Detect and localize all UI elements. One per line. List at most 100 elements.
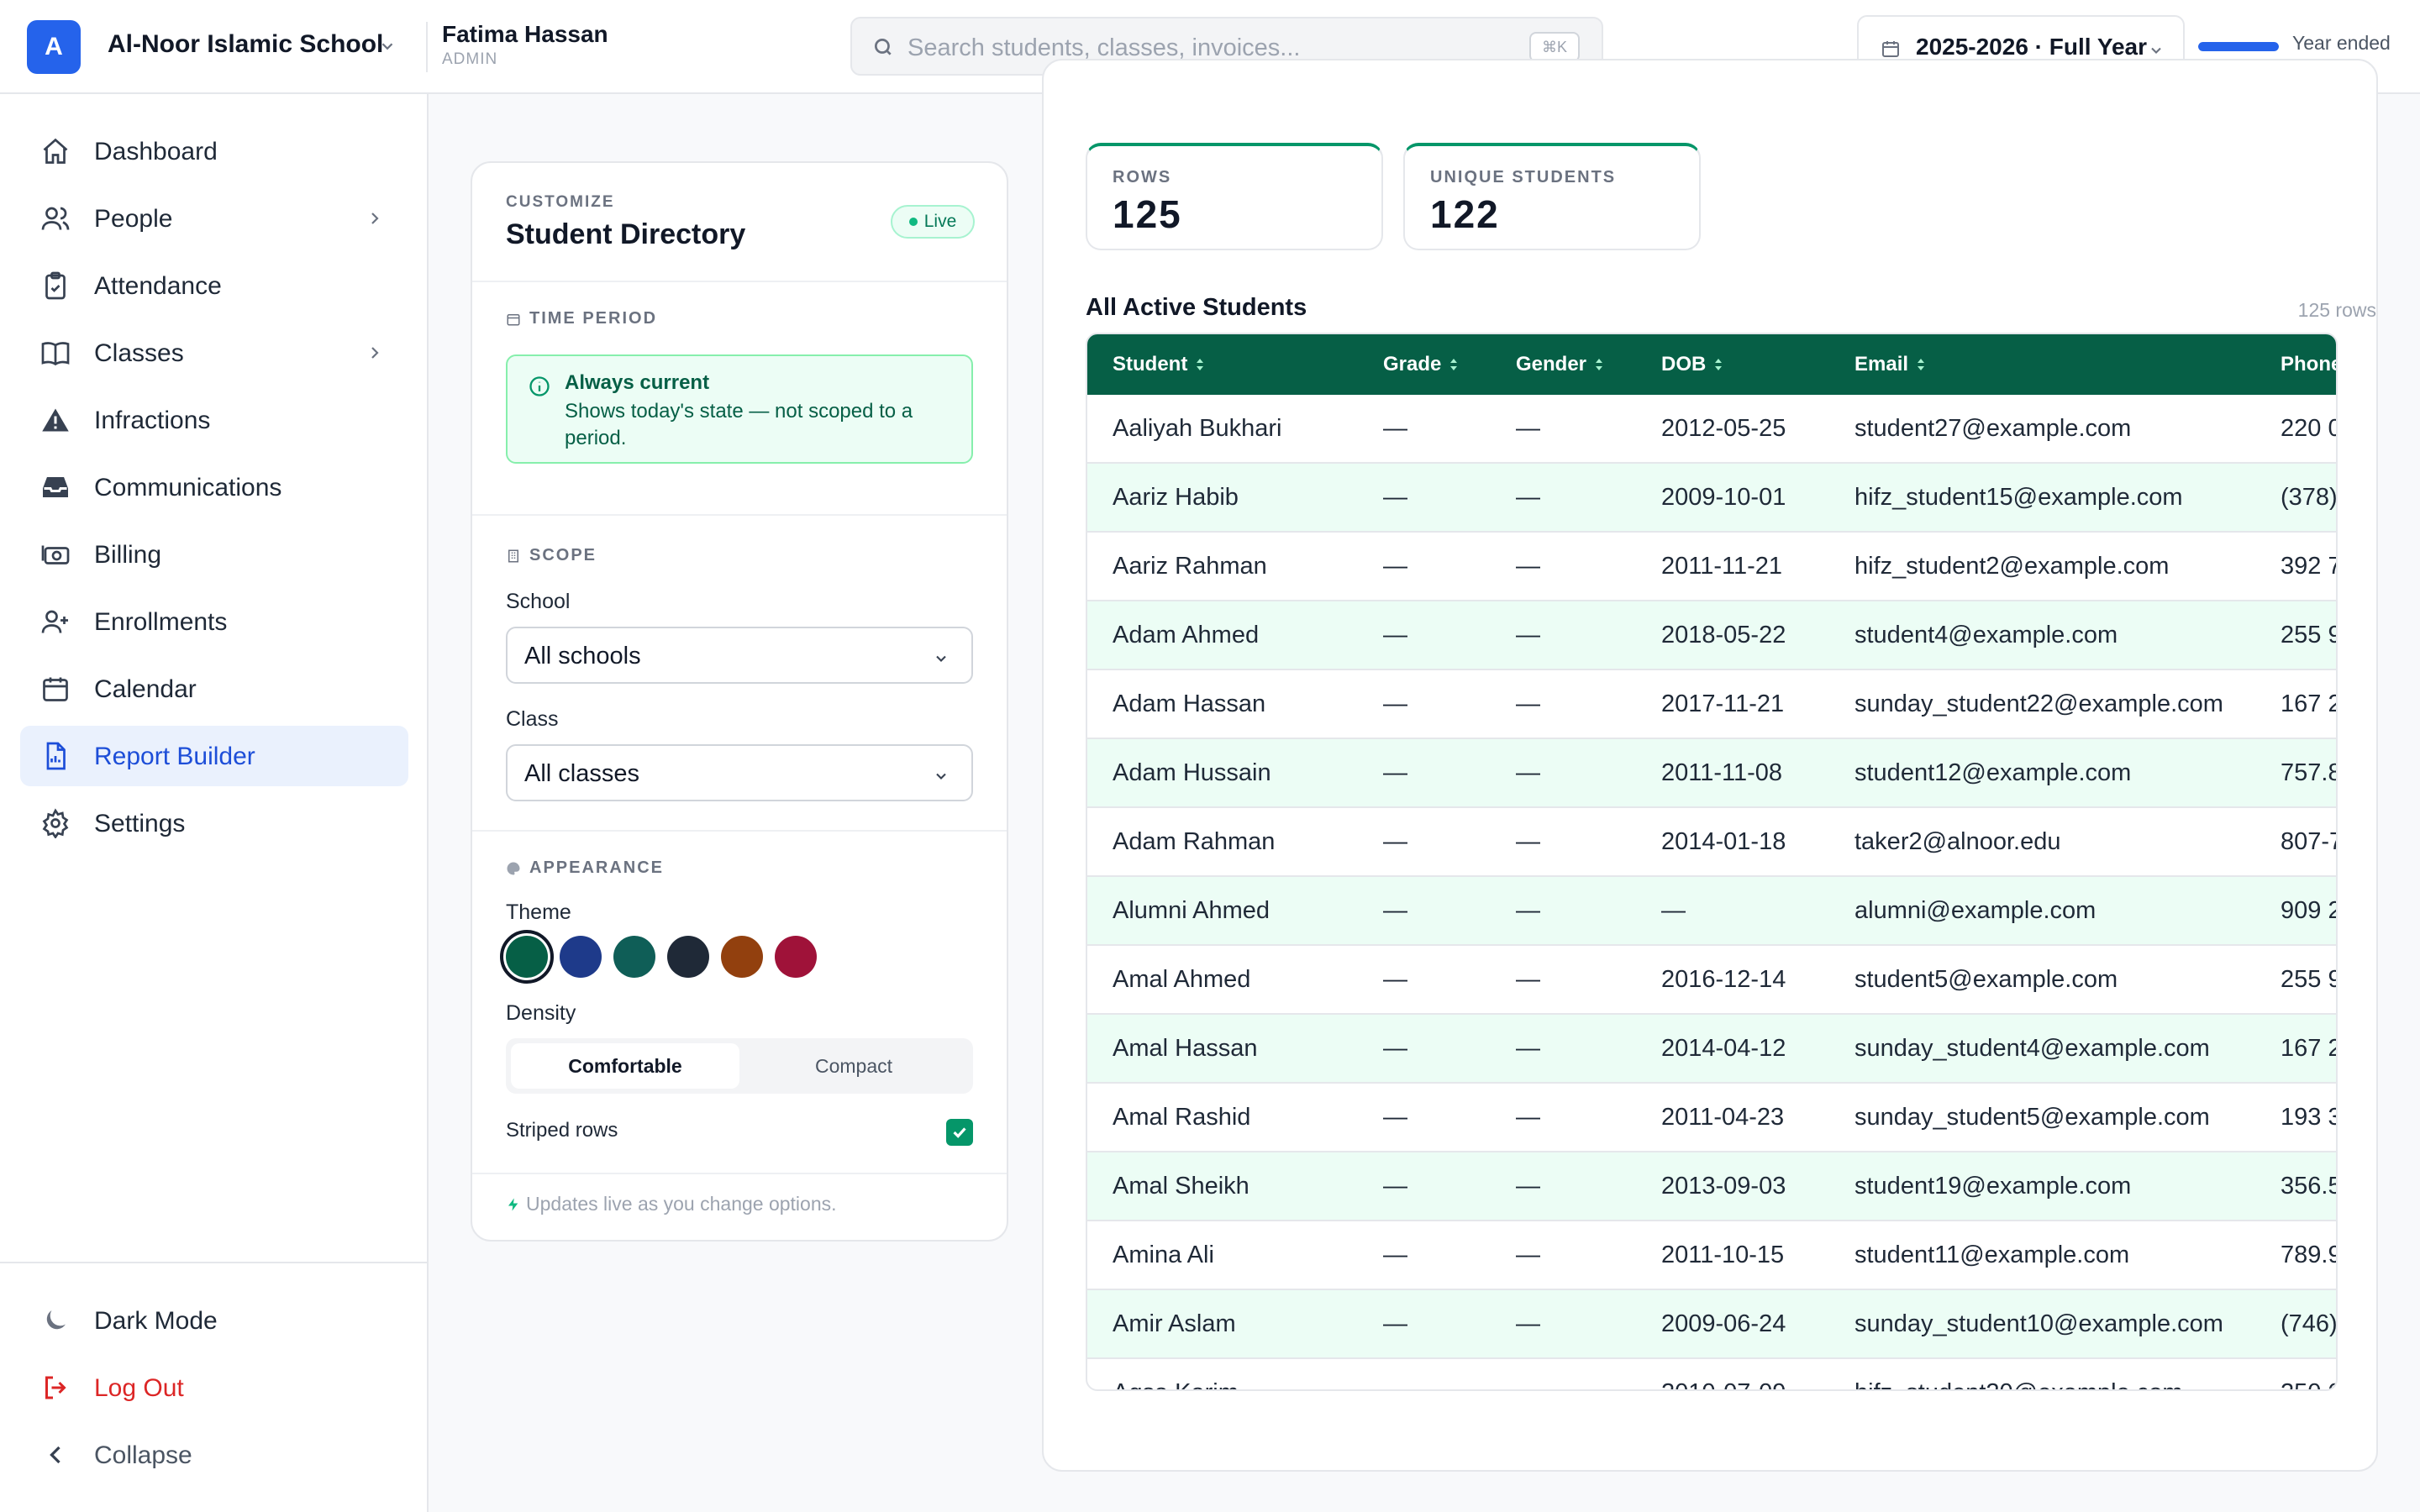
theme-swatch[interactable] (613, 936, 655, 978)
sidebar-item-classes[interactable]: Classes (20, 323, 408, 383)
column-header-label: Phone (2281, 353, 2338, 375)
table-cell: (378) (2281, 484, 2338, 511)
sidebar-item-dashboard[interactable]: Dashboard (20, 121, 408, 181)
table-cell: — (1516, 1173, 1540, 1200)
class-select-value: All classes (524, 760, 639, 787)
table-cell: 220 0 (2281, 415, 2338, 442)
divider (0, 1262, 429, 1263)
section-label: SCOPE (529, 546, 597, 564)
sidebar-item-billing[interactable]: Billing (20, 524, 408, 585)
inbox-icon (43, 477, 68, 497)
striped-rows-checkbox[interactable] (946, 1119, 973, 1146)
scope-heading: SCOPE (506, 546, 597, 565)
theme-swatch[interactable] (500, 930, 554, 984)
calendar-icon (43, 677, 68, 701)
table-row[interactable]: Amal Sheikh — — 2013-09-03 student19@example… (1087, 1152, 2338, 1221)
sidebar-item-calendar[interactable]: Calendar (20, 659, 408, 719)
year-progress-fill (2198, 42, 2279, 51)
students-table[interactable]: Student Grade Gender DOB Email Phone Aaliyah … (1086, 333, 2338, 1391)
book-icon (41, 342, 70, 366)
table-cell: 2011-04-23 (1661, 1104, 1785, 1131)
table-cell: student12@example.com (1854, 759, 2132, 786)
table-cell: 757.8 (2281, 759, 2338, 786)
customize-panel: CUSTOMIZE Student Directory Live TIME PE… (471, 161, 1008, 1242)
rows-stat-value: 125 (1113, 192, 1182, 236)
table-row-count: 125 rows (2297, 299, 2376, 321)
school-logo[interactable]: A (27, 20, 81, 74)
table-row[interactable]: Aaliyah Bukhari — — 2012-05-25 student27@exa… (1087, 395, 2338, 464)
table-row[interactable]: Aariz Habib — — 2009-10-01 hifz_student15@ex… (1087, 464, 2338, 533)
table-cell: hifz_student2@example.com (1854, 553, 2170, 580)
table-row[interactable]: Adam Hassan — — 2017-11-21 sunday_student22@… (1087, 670, 2338, 739)
sort-icon (1715, 359, 1723, 370)
sidebar-item-settings[interactable]: Settings (20, 793, 408, 853)
table-cell: — (1383, 1242, 1407, 1268)
school-select[interactable]: All schools (506, 627, 973, 684)
table-cell: — (1383, 1310, 1407, 1337)
table-cell: Adam Hassan (1113, 690, 1266, 717)
column-header[interactable]: Grade (1383, 353, 1460, 376)
logout-button[interactable]: Log Out (20, 1357, 408, 1418)
table-row[interactable]: Aariz Rahman — — 2011-11-21 hifz_student2@ex… (1087, 533, 2338, 601)
search-icon (874, 38, 892, 55)
density-comfortable-button[interactable]: Comfortable (511, 1043, 739, 1089)
divider (472, 1173, 1007, 1174)
chevron-down-icon[interactable] (378, 37, 397, 55)
sidebar-item-attendance[interactable]: Attendance (20, 255, 408, 316)
sidebar-item-label: Infractions (94, 407, 211, 434)
theme-swatch[interactable] (775, 936, 817, 978)
column-header[interactable]: Student (1113, 353, 1206, 376)
class-select[interactable]: All classes (506, 744, 973, 801)
column-header-label: Student (1113, 353, 1188, 375)
customize-eyebrow: CUSTOMIZE (506, 193, 615, 211)
logout-icon (45, 1376, 66, 1399)
table-row[interactable]: Amal Ahmed — — 2016-12-14 student5@example.c… (1087, 946, 2338, 1015)
table-cell: 2011-11-21 (1661, 553, 1783, 580)
table-cell: student27@example.com (1854, 415, 2132, 442)
theme-swatch[interactable] (667, 936, 709, 978)
dark-mode-toggle[interactable]: Dark Mode (20, 1290, 408, 1351)
table-cell: 2018-05-22 (1661, 622, 1786, 648)
table-row[interactable]: Amal Rashid — — 2011-04-23 sunday_student5@e… (1087, 1084, 2336, 1152)
table-cell: — (1383, 1379, 1407, 1389)
search-input[interactable]: Search students, classes, invoices... (908, 34, 1301, 61)
column-header[interactable]: DOB (1661, 353, 1724, 376)
moon-icon (46, 1310, 66, 1330)
table-row[interactable]: Alumni Ahmed — — — alumni@example.com 909 2 (1087, 877, 2336, 946)
table-row[interactable]: Adam Hussain — — 2011-11-08 student12@exampl… (1087, 739, 2338, 808)
density-compact-button[interactable]: Compact (814, 1054, 893, 1077)
sort-icon (1918, 359, 1925, 370)
table-cell: 789.9 (2281, 1242, 2338, 1268)
table-cell: 392 7 (2281, 553, 2338, 580)
table-row[interactable]: Amir Aslam — — 2009-06-24 sunday_student10@e… (1087, 1290, 2336, 1359)
table-row[interactable]: Adam Ahmed — — 2018-05-22 student4@example.c… (1087, 601, 2336, 670)
sidebar-item-infractions[interactable]: Infractions (20, 390, 408, 450)
table-row[interactable]: Aqsa Karim — — 2010-07-09 hifz_student20@exa… (1087, 1359, 2336, 1389)
column-header[interactable]: Email (1854, 353, 1927, 376)
report-title: Student Directory (506, 218, 746, 250)
table-row[interactable]: Amal Hassan — — 2014-04-12 sunday_student4@e… (1087, 1015, 2336, 1084)
sidebar-item-communications[interactable]: Communications (20, 457, 408, 517)
divider (426, 22, 428, 72)
table-cell: 167 2 (2281, 690, 2338, 717)
column-header[interactable]: Gender (1516, 353, 1605, 376)
sidebar-item-enrollments[interactable]: Enrollments (20, 591, 408, 652)
sidebar-item-people[interactable]: People (20, 188, 408, 249)
theme-swatch[interactable] (560, 936, 602, 978)
sidebar-item-report-builder[interactable]: Report Builder (20, 726, 408, 786)
table-cell: — (1383, 622, 1407, 648)
table-row[interactable]: Amina Ali — — 2011-10-15 student11@example.c… (1087, 1221, 2338, 1290)
table-cell: — (1383, 828, 1407, 855)
chevron-down-icon (2151, 47, 2161, 54)
column-header[interactable]: Phone (2281, 353, 2338, 376)
table-row[interactable]: Adam Rahman — — 2014-01-18 taker2@alnoor.edu… (1087, 808, 2336, 877)
appearance-heading: APPEARANCE (506, 858, 664, 878)
striped-rows-label: Striped rows (506, 1119, 618, 1142)
theme-swatch[interactable] (721, 936, 763, 978)
table-cell: 356.5 (2281, 1173, 2338, 1200)
sort-icon (1596, 359, 1603, 370)
table-header: Student Grade Gender DOB Email Phone (1087, 334, 2338, 395)
collapse-button[interactable]: Collapse (20, 1425, 408, 1485)
school-switcher[interactable]: Al-Noor Islamic School (108, 30, 384, 58)
table-cell: 255 9 (2281, 966, 2338, 993)
